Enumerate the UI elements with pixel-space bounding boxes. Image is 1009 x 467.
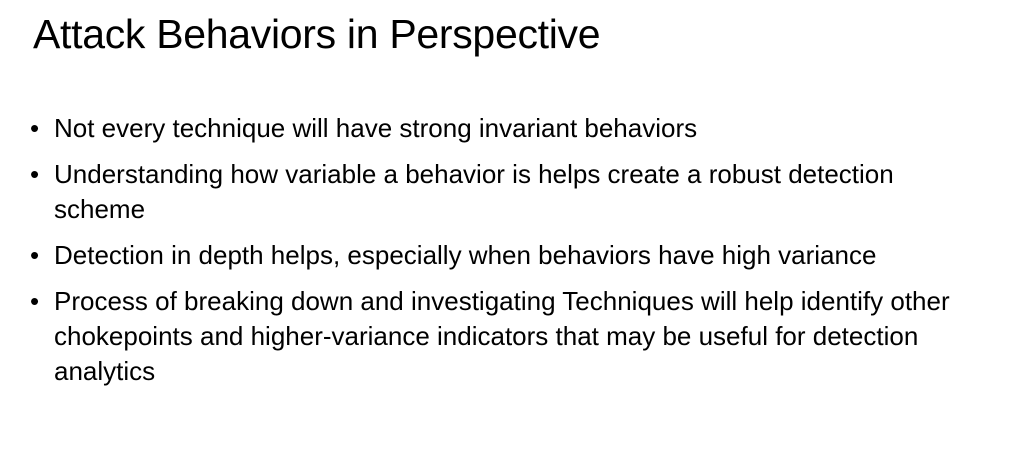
bullet-text: Not every technique will have strong inv… bbox=[54, 113, 698, 143]
bullet-marker: • bbox=[30, 286, 40, 316]
bullet-item: • Not every technique will have strong i… bbox=[30, 111, 990, 146]
slide-title: Attack Behaviors in Perspective bbox=[33, 11, 601, 57]
bullet-marker: • bbox=[30, 240, 40, 270]
bullet-item: • Detection in depth helps, especially w… bbox=[30, 238, 990, 273]
bullet-text: Process of breaking down and investigati… bbox=[54, 286, 950, 386]
bullet-marker: • bbox=[30, 113, 40, 143]
bullet-item: • Understanding how variable a behavior … bbox=[30, 157, 990, 227]
bullet-text: Understanding how variable a behavior is… bbox=[54, 159, 894, 224]
bullet-marker: • bbox=[30, 159, 40, 189]
bullet-list: • Not every technique will have strong i… bbox=[30, 111, 990, 389]
bullet-text: Detection in depth helps, especially whe… bbox=[54, 240, 877, 270]
bullet-item: • Process of breaking down and investiga… bbox=[30, 284, 990, 389]
